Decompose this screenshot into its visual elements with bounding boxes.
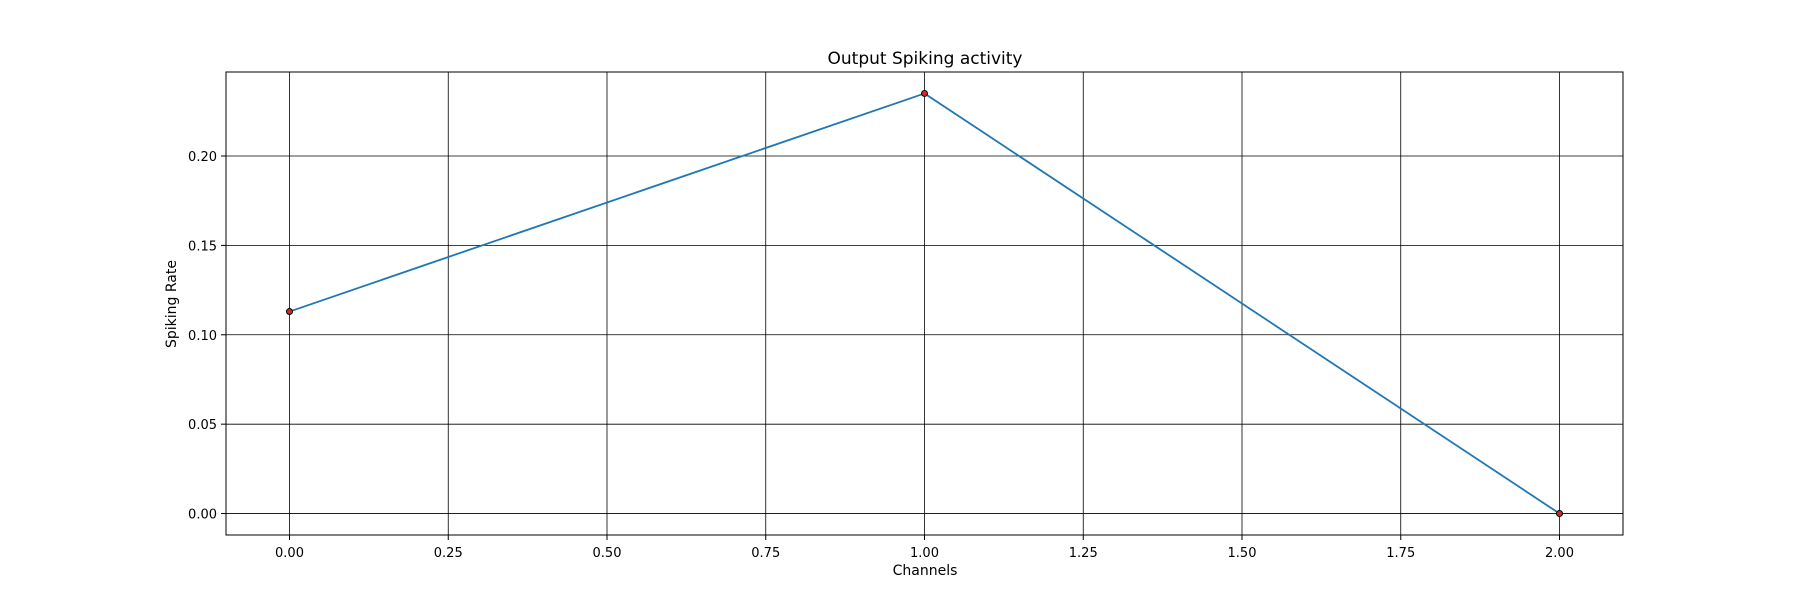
y-tick-label: 0.10 xyxy=(188,329,217,344)
y-tick-label: 0.15 xyxy=(188,239,217,254)
plot-frame xyxy=(225,71,1624,536)
y-tick-label: 0.00 xyxy=(188,508,217,523)
axis-ticks: 0.00 0.25 0.50 0.75 1.00 1.25 1.50 1.75 2.00 0.00… xyxy=(188,150,1574,561)
y-tick-label: 0.05 xyxy=(188,418,217,433)
x-tick-label: 1.75 xyxy=(1386,546,1415,561)
data-point xyxy=(1556,510,1563,518)
data-point xyxy=(286,308,293,316)
x-tick-label: 1.50 xyxy=(1228,546,1257,561)
x-axis-label: Channels xyxy=(893,563,958,579)
y-tick-label: 0.20 xyxy=(188,150,217,165)
x-tick-label: 0.50 xyxy=(593,546,622,561)
x-tick-label: 0.00 xyxy=(275,546,304,561)
chart-title: Output Spiking activity xyxy=(828,49,1023,69)
x-tick-label: 0.75 xyxy=(751,546,780,561)
series-layer xyxy=(286,89,1563,518)
data-point xyxy=(921,89,928,97)
x-tick-label: 1.25 xyxy=(1069,546,1098,561)
x-tick-label: 1.00 xyxy=(910,546,939,561)
x-tick-label: 2.00 xyxy=(1545,546,1574,561)
x-tick-label: 0.25 xyxy=(434,546,463,561)
gridlines xyxy=(226,72,1623,535)
y-axis-label: Spiking Rate xyxy=(164,260,180,348)
